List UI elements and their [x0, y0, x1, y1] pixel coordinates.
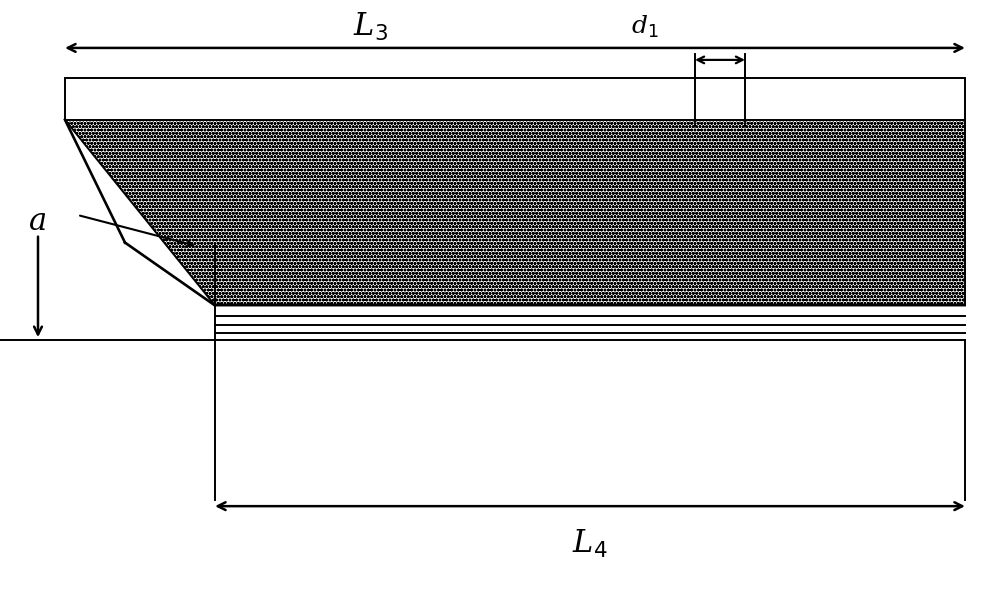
Bar	[65, 78, 965, 120]
Text: L$_3$: L$_3$	[353, 11, 387, 43]
Text: a: a	[29, 206, 47, 237]
Text: d$_1$: d$_1$	[631, 14, 659, 40]
Polygon shape	[65, 120, 965, 305]
Text: L$_4$: L$_4$	[572, 528, 608, 560]
